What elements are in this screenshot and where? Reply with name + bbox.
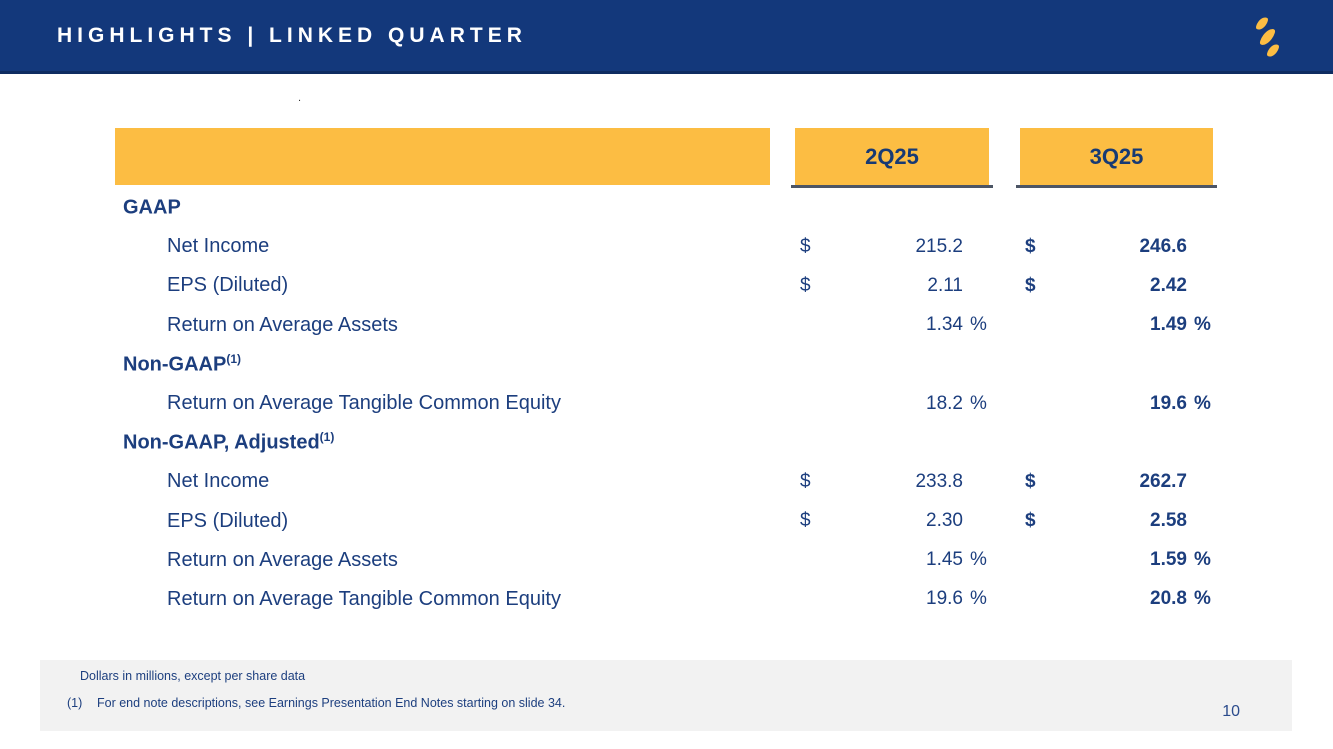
currency-symbol: $ [800,510,811,532]
section-label-gaap: GAAP [115,195,770,220]
currency-symbol: $ [800,235,811,257]
value-number: 1.49 [1150,314,1187,336]
currency-symbol: $ [1025,510,1036,532]
value-3q25: $246.6 [1016,236,1217,258]
row-label: Return on Average Assets [167,313,398,336]
table-row: EPS (Diluted) $2.30 $2.58 [115,502,1217,541]
footnote-text: For end note descriptions, see Earnings … [97,696,566,710]
financial-highlights-table: 2Q25 3Q25 GAAP Net Income $215.2 $246.6 … [115,128,1217,619]
column-header-2q25: 2Q25 [791,128,993,188]
row-label: EPS (Diluted) [167,274,289,297]
row-label: EPS (Diluted) [167,509,289,532]
value-3q25: $2.42 [1016,275,1217,297]
value-2q25: $2.30 [791,510,993,532]
value-suffix: % [970,549,987,571]
table-row: EPS (Diluted) $2.11 $2.42 [115,266,1217,305]
row-label: Net Income [167,235,270,258]
value-suffix: % [970,588,987,610]
section-footnote-sup: (1) [226,352,241,367]
section-header-row: Non-GAAP(1) [115,345,1217,384]
slide-title-bar: HIGHLIGHTS | LINKED QUARTER [0,0,1333,74]
footnote-marker: (1) [67,696,83,710]
value-3q25: $262.7 [1016,471,1217,493]
value-3q25: 1.59% [1016,549,1217,571]
table-row: Net Income $215.2 $246.6 [115,227,1217,266]
value-number: 2.11 [927,274,963,296]
table-row: Return on Average Assets 1.45% 1.59% [115,541,1217,580]
value-suffix: % [1194,549,1211,571]
table-body: GAAP Net Income $215.2 $246.6 EPS (Dilut… [115,188,1217,619]
section-label-text: Non-GAAP [123,353,227,376]
company-s-logo-icon [1254,15,1281,59]
value-number: 2.42 [1150,274,1187,296]
value-number: 2.58 [1150,510,1187,532]
row-label: Return on Average Tangible Common Equity [167,392,561,415]
slide-footer: Dollars in millions, except per share da… [40,660,1292,731]
currency-symbol: $ [1025,235,1036,257]
value-3q25: 19.6% [1016,393,1217,415]
section-header-row: GAAP [115,188,1217,227]
value-2q25: $215.2 [791,236,993,258]
value-2q25: 1.34% [791,314,993,336]
value-number: 1.45 [926,549,963,571]
section-header-row: Non-GAAP, Adjusted(1) [115,423,1217,462]
footnote-units: Dollars in millions, except per share da… [80,669,306,683]
footnote-endnote: (1) For end note descriptions, see Earnin… [67,696,565,710]
value-2q25: 1.45% [791,549,993,571]
currency-symbol: $ [1025,274,1036,296]
value-3q25: 20.8% [1016,588,1217,610]
value-3q25: 1.49% [1016,314,1217,336]
value-3q25: $2.58 [1016,510,1217,532]
section-label-text: GAAP [123,196,181,219]
section-footnote-sup: (1) [319,430,335,445]
value-number: 20.8 [1150,588,1187,610]
logo-stroke-bottom [1265,42,1281,59]
value-2q25: 18.2% [791,393,993,415]
value-number: 19.6 [926,588,963,610]
value-number: 215.2 [915,235,963,257]
value-number: 1.59 [1150,549,1187,571]
value-2q25: $233.8 [791,471,993,493]
value-number: 246.6 [1139,235,1187,257]
value-number: 1.34 [926,314,963,336]
table-row: Return on Average Tangible Common Equity… [115,384,1217,423]
stray-dot: . [298,92,302,104]
table-row: Return on Average Tangible Common Equity… [115,580,1217,619]
value-suffix: % [1194,392,1211,414]
section-label-text: Non-GAAP, Adjusted [123,432,320,455]
value-number: 18.2 [926,392,963,414]
section-label-non-gaap: Non-GAAP(1) [115,352,770,377]
table-header-row: 2Q25 3Q25 [115,128,1217,188]
table-row: Return on Average Assets 1.34% 1.49% [115,306,1217,345]
value-number: 2.30 [926,510,963,532]
value-2q25: $2.11 [791,275,993,297]
currency-symbol: $ [800,274,811,296]
row-label: Return on Average Tangible Common Equity [167,587,561,610]
currency-symbol: $ [800,470,811,492]
value-2q25: 19.6% [791,588,993,610]
value-suffix: % [1194,588,1211,610]
page-number: 10 [1222,703,1240,720]
row-label: Net Income [167,470,270,493]
value-number: 262.7 [1139,470,1187,492]
row-label: Return on Average Assets [167,548,398,571]
value-suffix: % [1194,314,1211,336]
value-number: 233.8 [915,470,963,492]
column-header-3q25: 3Q25 [1016,128,1217,188]
section-label-non-gaap-adjusted: Non-GAAP, Adjusted(1) [115,430,770,455]
page-title: HIGHLIGHTS | LINKED QUARTER [57,24,527,47]
value-suffix: % [970,392,987,414]
header-label-bar [115,128,770,185]
table-row: Net Income $233.8 $262.7 [115,462,1217,501]
value-suffix: % [970,314,987,336]
value-number: 19.6 [1150,392,1187,414]
currency-symbol: $ [1025,470,1036,492]
